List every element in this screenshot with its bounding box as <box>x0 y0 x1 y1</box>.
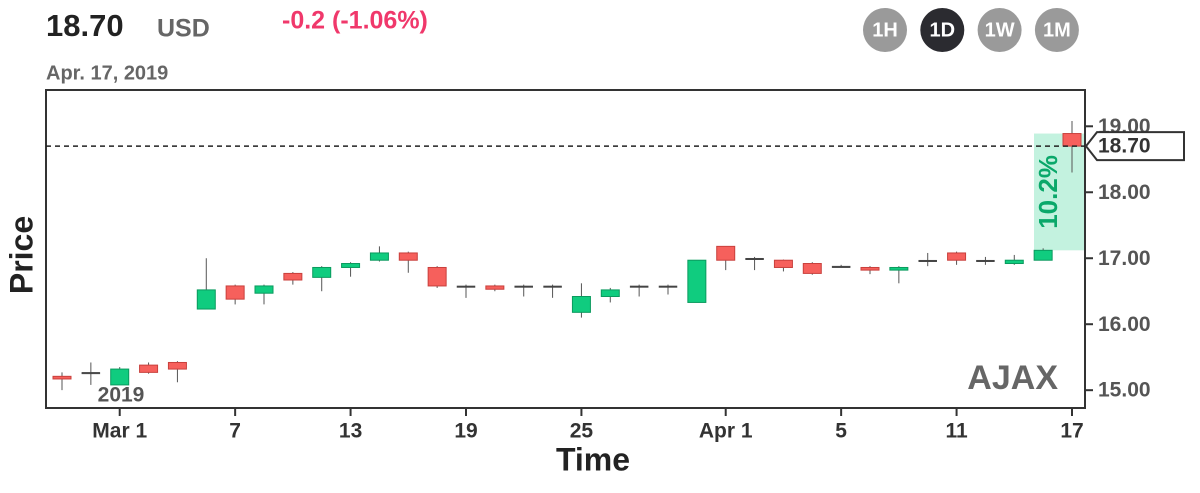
candle-body <box>658 285 678 288</box>
x-tick-label: 11 <box>945 420 968 443</box>
candle-body <box>773 259 793 268</box>
candle-body <box>571 296 591 313</box>
candle-body <box>687 259 707 303</box>
y-tick-label: 18.00 <box>1098 181 1151 204</box>
current-price-label: 18.70 <box>1098 135 1151 158</box>
candle-body <box>802 263 822 274</box>
watermark: AJAX <box>967 359 1058 397</box>
candle-body <box>976 259 995 262</box>
range-button-label[interactable]: 1W <box>985 19 1015 41</box>
x-tick-label: 13 <box>339 420 362 443</box>
candle-body <box>629 285 649 288</box>
range-button-label[interactable]: 1H <box>872 19 898 41</box>
range-button[interactable] <box>977 8 1022 52</box>
y-tick-label: 15.00 <box>1098 379 1151 402</box>
header-currency: USD <box>157 15 210 43</box>
candle-body <box>52 375 72 380</box>
current-price-tag <box>1084 131 1185 162</box>
y-tick-label: 17.00 <box>1098 247 1151 270</box>
candle-body <box>110 368 130 386</box>
candle-body <box>745 257 764 260</box>
x-axis-label: Time <box>556 441 630 477</box>
candle-body <box>889 266 909 271</box>
year-label: 2019 <box>98 384 145 407</box>
candle-body <box>254 285 274 294</box>
candle-body <box>398 252 418 261</box>
candle-body <box>283 272 303 281</box>
header-change: -0.2 (-1.06%) <box>282 7 428 35</box>
x-tick-label: 19 <box>454 420 477 443</box>
x-tick-label: Apr 1 <box>699 420 753 443</box>
candle-body <box>456 285 476 288</box>
y-axis-label: Price <box>3 216 39 294</box>
candle-body <box>716 245 736 261</box>
candle-body <box>81 372 101 375</box>
candle-body <box>369 252 389 261</box>
candle-body <box>196 289 216 310</box>
change-annotation: 10.2% <box>1033 155 1063 229</box>
candle-body <box>427 266 447 287</box>
candle-body <box>860 266 880 271</box>
candle-body <box>831 265 851 268</box>
range-buttons: 1H 1D 1W 1M <box>863 8 1079 52</box>
candle-body <box>341 263 361 268</box>
x-tick-label: 25 <box>570 420 594 443</box>
range-button[interactable] <box>1034 8 1079 52</box>
range-button-label[interactable]: 1D <box>930 19 956 41</box>
range-button[interactable] <box>863 8 907 52</box>
range-button-label[interactable]: 1M <box>1043 19 1071 41</box>
candle-body <box>312 266 332 278</box>
x-tick-label: 17 <box>1060 420 1083 443</box>
range-button[interactable] <box>920 8 965 52</box>
candle-body <box>1004 259 1024 265</box>
candle-body <box>514 285 533 288</box>
candle-body <box>1062 133 1082 147</box>
x-tick-label: Mar 1 <box>92 420 147 443</box>
candle-body <box>918 259 937 262</box>
x-tick-label: 5 <box>835 420 847 443</box>
candle-body <box>1033 249 1053 261</box>
x-tick-label: 7 <box>229 420 241 443</box>
plot-frame <box>45 89 1086 409</box>
candle-body <box>947 252 967 261</box>
header-date: Apr. 17, 2019 <box>46 62 168 84</box>
change-highlight <box>1034 133 1084 251</box>
candle-body <box>485 285 505 290</box>
y-tick-label: 16.00 <box>1098 313 1151 336</box>
candle-body <box>543 285 562 288</box>
candle-body <box>600 289 620 298</box>
candle-body <box>139 364 159 373</box>
header-price: 18.70 <box>46 8 124 43</box>
candle-body <box>225 285 245 300</box>
candle-body <box>167 361 187 370</box>
